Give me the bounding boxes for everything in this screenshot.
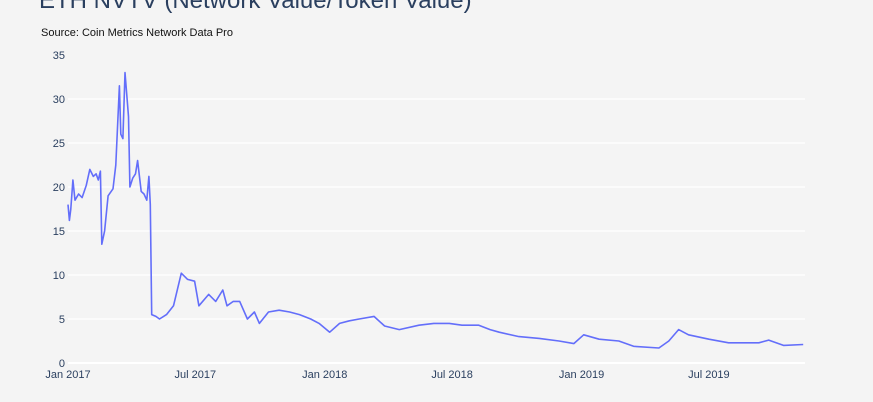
- x-tick-label: Jan 2018: [302, 369, 347, 381]
- y-tick-label: 20: [53, 182, 65, 194]
- y-tick-label: 30: [53, 94, 65, 106]
- series-line-nvtv: [67, 71, 804, 349]
- y-tick-label: 25: [53, 138, 65, 150]
- x-tick-label: Jul 2017: [175, 369, 217, 381]
- chart-title: ETH NVTV (Network Value/Token Value): [39, 0, 472, 14]
- chart-subtitle: Source: Coin Metrics Network Data Pro: [41, 27, 233, 39]
- y-tick-label: 10: [53, 270, 65, 282]
- x-tick-label: Jul 2018: [431, 369, 473, 381]
- x-tick-label: Jan 2017: [45, 369, 90, 381]
- x-tick-label: Jul 2019: [688, 369, 730, 381]
- y-tick-label: 0: [59, 358, 65, 370]
- x-tick-label: Jan 2019: [559, 369, 604, 381]
- y-tick-label: 15: [53, 226, 65, 238]
- y-tick-label: 5: [59, 314, 65, 326]
- y-tick-label: 35: [53, 50, 65, 62]
